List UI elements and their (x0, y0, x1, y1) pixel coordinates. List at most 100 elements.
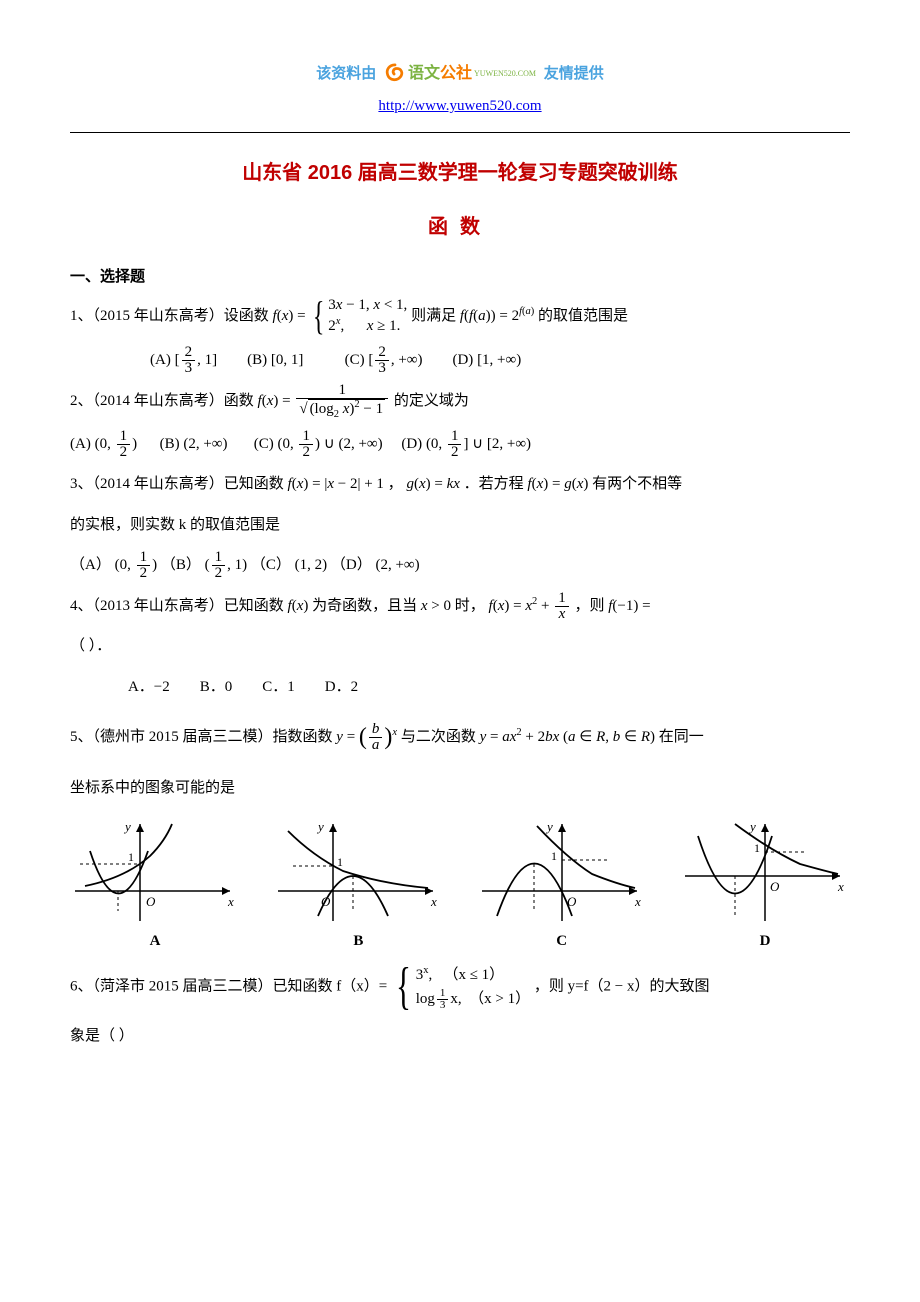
left-brace-icon: { (396, 961, 411, 1013)
q4-opt-d: 2 (351, 679, 359, 695)
q4-stem-b: 为奇函数，且当 (312, 598, 421, 614)
svg-text:1: 1 (551, 849, 557, 863)
q6-stem-a: 6、（菏泽市 2015 届高三二模）已知函数 f（x）= (70, 978, 387, 994)
swirl-icon (384, 63, 406, 85)
q3-options: （A） (0, 12) （B） (12, 1) （C） (1, 2) （D） (… (70, 548, 850, 583)
q2-opt-c: (0, 12) ∪ (2, +∞) (277, 436, 382, 452)
site-logo: 语文公社YUWEN520.COM (384, 60, 536, 89)
opt-label: (C) (254, 436, 274, 452)
q3-opt-c: (1, 2) (295, 557, 328, 573)
q6-stem-c: 象是（ ） (70, 1019, 850, 1054)
q1-options: (A) [23, 1] (B) [0, 1] (C) [23, +∞) (D) … (150, 343, 850, 378)
q4-stem-e: （ ）． (70, 629, 850, 664)
svg-text:x: x (430, 894, 437, 909)
resource-watermark: 该资料由 语文公社YUWEN520.COM 友情提供 (70, 60, 850, 89)
q1-opt-a: [23, 1] (175, 352, 218, 368)
q2-stem-a: 2、（2014 年山东高考）函数 (70, 393, 258, 409)
q5-stem-c: 在同一 (659, 729, 704, 745)
opt-label: A． (128, 679, 154, 695)
q3-stem-b: ．若方程 (464, 476, 528, 492)
q3-sep: ， (388, 476, 403, 492)
logo-text-2: 公社 (440, 60, 472, 89)
q4-opt-c: 1 (287, 679, 295, 695)
q1-opt-c: [23, +∞) (368, 352, 422, 368)
svg-text:y: y (123, 819, 131, 834)
document-subtitle: 函数 (70, 209, 850, 245)
svg-text:y: y (316, 819, 324, 834)
opt-label: (D) (401, 436, 422, 452)
opt-label: C． (262, 679, 287, 695)
section-heading: 一、选择题 (70, 263, 850, 290)
site-link-row: http://www.yuwen520.com (70, 93, 850, 120)
graph-d: x y O 1 (680, 816, 850, 926)
q4-stem-c: 时， (455, 598, 485, 614)
site-url-link[interactable]: http://www.yuwen520.com (378, 98, 541, 114)
question-3: 3、（2014 年山东高考）已知函数 f(x) = |x − 2| + 1 ， … (70, 467, 850, 502)
q2-fraction: 1 √(log2 x)2 − 1 (296, 383, 388, 421)
logo-subtext: YUWEN520.COM (474, 67, 536, 81)
graph-c: x y O 1 (477, 816, 647, 926)
svg-text:x: x (634, 894, 641, 909)
q1-opt-d: [1, +∞) (477, 352, 521, 368)
opt-label: (C) (345, 352, 365, 368)
graph-b: x y O 1 (273, 816, 443, 926)
q1-stem-a: 1、（2015 年山东高考）设函数 (70, 308, 273, 324)
q2-stem-b: 的定义域为 (394, 393, 469, 409)
panel-b: x y O 1 B (273, 816, 443, 955)
q3-opt-a: (0, 12) (115, 557, 158, 573)
panel-d-label: D (680, 928, 850, 955)
q1-opt-b: [0, 1] (271, 352, 304, 368)
left-brace-icon: { (313, 296, 325, 336)
svg-text:1: 1 (128, 850, 134, 864)
q5-panels: x y O 1 A x y O 1 (70, 816, 850, 955)
opt-label: (B) (247, 352, 267, 368)
logo-text-1: 语文 (408, 60, 440, 89)
q5-stem-d: 坐标系中的图象可能的是 (70, 771, 850, 806)
svg-text:x: x (837, 879, 844, 894)
q3-stem-c: 有两个不相等 (592, 476, 682, 492)
opt-label: (B) (160, 436, 180, 452)
question-6: 6、（菏泽市 2015 届高三二模）已知函数 f（x）= { 3x, （x ≤ … (70, 961, 850, 1013)
q4-stem-a: 4、（2013 年山东高考）已知函数 (70, 598, 288, 614)
q3-stem-d: 的实根，则实数 k 的取值范围是 (70, 508, 850, 543)
svg-text:x: x (227, 894, 234, 909)
svg-text:1: 1 (754, 841, 760, 855)
opt-label: （A） (70, 557, 111, 573)
q3-opt-b: (12, 1) (205, 557, 248, 573)
svg-text:1: 1 (337, 855, 343, 869)
panel-c-label: C (477, 928, 647, 955)
panel-d: x y O 1 D (680, 816, 850, 955)
q2-opt-b: (2, +∞) (183, 436, 227, 452)
q5-stem-b: 与二次函数 (401, 729, 480, 745)
opt-label: （D） (331, 557, 372, 573)
q4-opt-a: −2 (154, 679, 170, 695)
opt-label: (A) (70, 436, 91, 452)
opt-label: （C） (251, 557, 291, 573)
opt-label: B． (200, 679, 225, 695)
q2-opt-d: (0, 12] ∪ [2, +∞) (426, 436, 531, 452)
panel-c: x y O 1 C (477, 816, 647, 955)
panel-a-label: A (70, 928, 240, 955)
opt-label: (D) (452, 352, 473, 368)
q6-piecewise: 3x, （x ≤ 1） log13x, （x > 1） (416, 963, 530, 1011)
svg-text:y: y (748, 819, 756, 834)
q3-stem-a: 3、（2014 年山东高考）已知函数 (70, 476, 288, 492)
top-rule (70, 132, 850, 133)
question-5: 5、（德州市 2015 届高三二模）指数函数 y = (ba)x 与二次函数 y… (70, 710, 850, 765)
graph-a: x y O 1 (70, 816, 240, 926)
question-4: 4、（2013 年山东高考）已知函数 f(x) 为奇函数，且当 x > 0 时，… (70, 589, 850, 624)
q5-stem-a: 5、（德州市 2015 届高三二模）指数函数 (70, 729, 336, 745)
svg-text:O: O (146, 894, 156, 909)
question-1: 1、（2015 年山东高考）设函数 f(x) = { 3x − 1, x < 1… (70, 296, 850, 337)
panel-b-label: B (273, 928, 443, 955)
q6-stem-b: ，则 y=f（2 − x）的大致图 (534, 978, 710, 994)
q4-opt-b: 0 (225, 679, 233, 695)
q1-piecewise: 3x − 1, x < 1, 2x, x ≥ 1. (328, 296, 407, 337)
q4-stem-d: ，则 (574, 598, 608, 614)
opt-label: (A) (150, 352, 171, 368)
svg-text:O: O (770, 879, 780, 894)
panel-a: x y O 1 A (70, 816, 240, 955)
q2-options: (A) (0, 12) (B) (2, +∞) (C) (0, 12) ∪ (2… (70, 427, 850, 462)
opt-label: （B） (161, 557, 201, 573)
opt-label: D． (325, 679, 351, 695)
